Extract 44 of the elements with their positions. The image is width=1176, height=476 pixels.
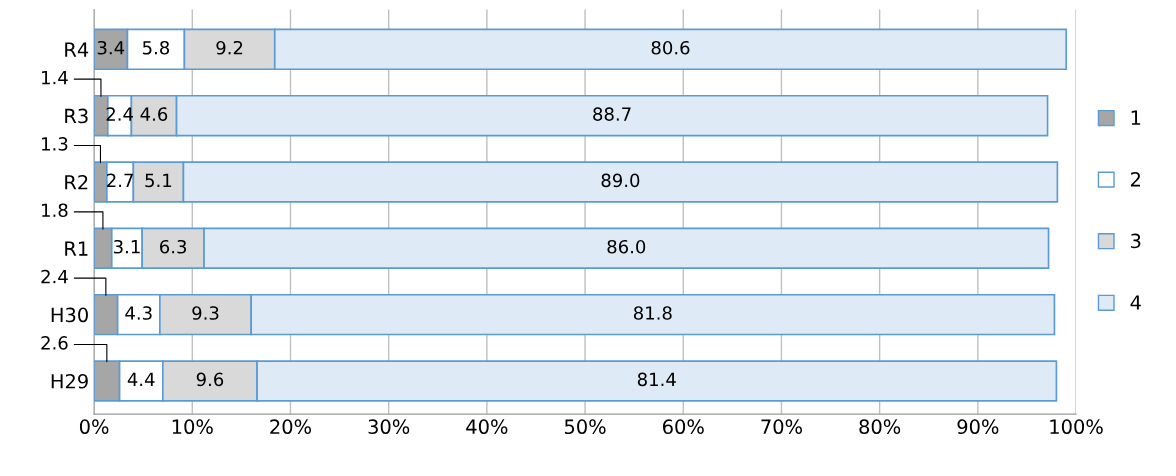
data-label: 3.4	[97, 40, 125, 55]
legend-label: 1	[1131, 110, 1141, 125]
data-label: 3.1	[114, 239, 140, 254]
data-label: 86.0	[607, 239, 646, 254]
data-label: 80.6	[651, 40, 690, 55]
y-tick-label: R4	[65, 42, 89, 57]
legend-label: 3	[1131, 233, 1141, 249]
y-tick-label: H29	[51, 373, 88, 389]
data-label: 89.0	[601, 173, 640, 188]
x-tick-label: 80%	[859, 419, 901, 435]
data-label: 6.3	[160, 239, 187, 254]
data-label: 88.7	[593, 107, 631, 121]
data-label: 1.3	[42, 137, 68, 151]
x-tick-label: 0%	[79, 419, 109, 435]
legend-label: 4	[1130, 295, 1141, 310]
data-label: 5.1	[145, 173, 172, 188]
x-tick-label: 90%	[957, 419, 999, 435]
data-label: 9.3	[192, 306, 219, 320]
data-label: 2.4	[41, 269, 68, 284]
data-label: 2.6	[41, 336, 68, 350]
data-label: 9.2	[216, 40, 243, 55]
x-tick-label: 70%	[761, 419, 802, 435]
legend-label: 2	[1130, 171, 1140, 187]
x-tick-label: 30%	[368, 419, 410, 435]
data-label: 5.8	[142, 40, 170, 55]
data-label: 4.4	[127, 372, 155, 386]
data-label: 9.6	[196, 372, 224, 387]
x-tick-label: 60%	[663, 419, 704, 435]
data-label: 4.3	[125, 306, 152, 320]
data-label: 1.8	[42, 203, 68, 218]
data-label: 81.8	[633, 306, 672, 320]
data-label: 1.4	[42, 70, 68, 85]
x-tick-label: 40%	[466, 419, 508, 435]
x-tick-label: 50%	[564, 419, 606, 435]
y-tick-label: R3	[65, 108, 88, 124]
data-label: 81.4	[637, 372, 676, 387]
data-label: 4.6	[140, 107, 168, 121]
x-tick-label: 20%	[270, 419, 312, 435]
x-tick-label: 100%	[1050, 419, 1103, 435]
y-tick-label: R2	[65, 174, 88, 190]
x-tick-label: 10%	[172, 419, 213, 435]
data-label: 2.7	[107, 173, 133, 187]
y-tick-label: H30	[51, 307, 88, 323]
y-tick-label: R1	[65, 241, 88, 256]
